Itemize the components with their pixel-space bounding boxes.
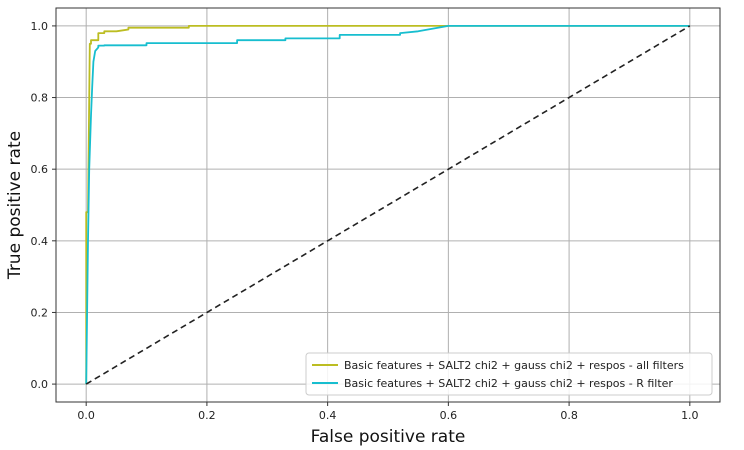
legend-box (305, 352, 713, 396)
x-axis-label: False positive rate (311, 427, 466, 447)
tick-marks: 0.0 0.2 0.4 0.6 0.8 1.0 0.0 0.2 0.4 0.6 0.8 1.0 (31, 20, 699, 422)
y-tick-label: 0.2 (31, 306, 49, 319)
x-tick-label: 0.4 (319, 409, 337, 422)
series-lines (85, 24, 691, 385)
y-tick-label: 1.0 (31, 20, 49, 33)
x-tick-label: 0.8 (560, 409, 578, 422)
legend-label-r-filter: Basic features + SALT2 chi2 + gauss chi2… (344, 377, 673, 390)
legend-label-all-filters: Basic features + SALT2 chi2 + gauss chi2… (344, 359, 684, 372)
y-tick-label: 0.0 (31, 378, 49, 391)
grid-lines (56, 8, 720, 402)
x-tick-label: 0.6 (440, 409, 458, 422)
roc-curve-r-filter (85, 24, 690, 385)
y-tick-label: 0.8 (31, 92, 49, 105)
chance-diagonal (85, 25, 691, 385)
roc-curve-all-filters (85, 24, 690, 385)
y-tick-label: 0.6 (31, 163, 49, 176)
x-tick-label: 0.0 (77, 409, 95, 422)
y-tick-label: 0.4 (31, 235, 49, 248)
plot-frame (55, 7, 721, 403)
x-tick-label: 0.2 (198, 409, 216, 422)
x-tick-label: 1.0 (681, 409, 699, 422)
y-axis-label: True positive rate (5, 131, 25, 280)
legend: Basic features + SALT2 chi2 + gauss chi2… (305, 352, 713, 396)
